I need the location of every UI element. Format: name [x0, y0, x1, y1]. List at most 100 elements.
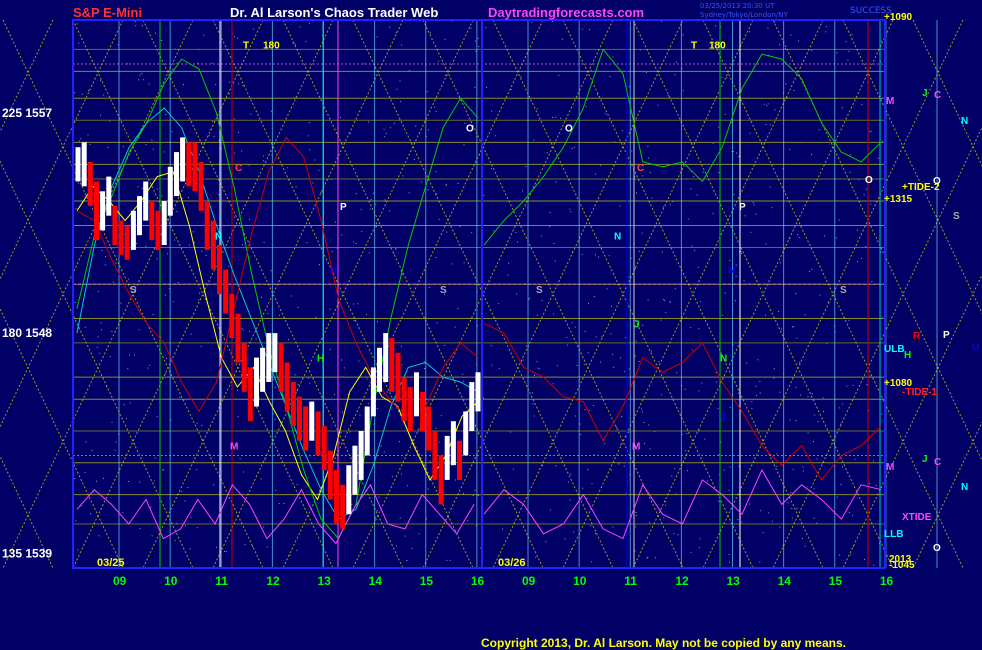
grid-dot — [361, 231, 363, 233]
grid-dot — [681, 68, 683, 70]
grid-dot — [384, 136, 386, 138]
right-label: M — [886, 462, 894, 473]
grid-dot — [610, 333, 612, 335]
grid-dot — [550, 446, 552, 447]
grid-dot — [463, 144, 465, 146]
hour-tick-label: 13 — [727, 574, 741, 588]
grid-dot — [427, 488, 429, 490]
grid-dot — [420, 181, 422, 183]
grid-dot — [297, 384, 299, 385]
grid-dot — [383, 451, 385, 453]
grid-dot — [793, 326, 795, 328]
site-link[interactable]: Daytradingforecasts.com — [488, 5, 645, 20]
grid-dot — [211, 62, 213, 64]
grid-dot — [122, 511, 124, 513]
grid-dot — [763, 103, 765, 105]
grid-dot — [349, 133, 351, 135]
grid-dot — [401, 345, 402, 347]
right-label: C — [934, 90, 941, 101]
fan-line — [282, 19, 544, 569]
grid-dot — [294, 374, 296, 376]
price-bar — [278, 342, 284, 392]
grid-dot — [729, 561, 731, 563]
grid-dot — [244, 544, 246, 546]
grid-dot — [804, 314, 806, 316]
grid-dot — [109, 120, 111, 122]
grid-dot — [189, 244, 190, 246]
grid-dot — [791, 517, 793, 519]
grid-dot — [841, 107, 843, 109]
grid-dot — [595, 254, 596, 256]
grid-dot — [428, 129, 430, 131]
grid-dot — [96, 346, 98, 348]
grid-dot — [590, 561, 592, 563]
grid-dot — [166, 358, 167, 359]
grid-dot — [406, 560, 408, 561]
grid-dot — [145, 144, 147, 146]
hour-tick-label: 12 — [675, 574, 689, 588]
grid-dot — [112, 281, 114, 283]
grid-dot — [826, 26, 828, 28]
grid-dot — [650, 350, 652, 352]
grid-dot — [483, 397, 484, 399]
grid-dot — [612, 526, 614, 528]
grid-dot — [779, 526, 781, 528]
grid-dot — [728, 554, 730, 555]
grid-dot — [423, 361, 425, 363]
grid-dot — [477, 37, 479, 39]
grid-dot — [791, 508, 793, 509]
grid-dot — [590, 525, 592, 527]
grid-dot — [440, 415, 442, 417]
price-bar — [303, 406, 309, 451]
grid-dot — [628, 368, 630, 370]
grid-dot — [663, 299, 665, 301]
price-bar — [420, 391, 426, 431]
grid-dot — [661, 394, 663, 396]
grid-dot — [462, 380, 464, 382]
grid-dot — [434, 106, 436, 108]
panel-marker: M — [230, 442, 238, 453]
grid-dot — [691, 349, 693, 351]
grid-dot — [528, 298, 530, 300]
grid-dot — [498, 368, 500, 370]
grid-dot — [139, 481, 141, 483]
grid-dot — [137, 186, 139, 188]
grid-dot — [438, 441, 440, 443]
grid-dot — [176, 522, 178, 524]
timestamp-1: 03/25/2013 20:30 UT — [700, 2, 775, 10]
grid-dot — [126, 418, 128, 420]
grid-dot — [536, 108, 538, 110]
grid-dot — [297, 306, 299, 308]
fan-line — [702, 19, 964, 569]
grid-dot — [718, 454, 720, 456]
grid-dot — [308, 377, 310, 379]
grid-dot — [567, 481, 569, 483]
fan-line — [562, 19, 824, 569]
grid-dot — [755, 213, 757, 215]
grid-dot — [190, 517, 192, 519]
grid-dot — [560, 117, 562, 119]
grid-dot — [861, 257, 863, 259]
grid-dot — [698, 328, 700, 330]
grid-dot — [817, 421, 819, 423]
grid-dot — [104, 264, 106, 266]
grid-dot — [250, 113, 252, 115]
grid-dot — [873, 460, 874, 462]
grid-dot — [84, 472, 86, 474]
grid-dot — [220, 41, 222, 43]
grid-dot — [569, 499, 571, 501]
grid-dot — [184, 500, 186, 502]
grid-dot — [393, 122, 395, 124]
grid-dot — [218, 194, 220, 195]
fan-line — [0, 19, 194, 428]
grid-dot — [663, 517, 665, 519]
grid-dot — [418, 533, 420, 535]
grid-dot — [408, 70, 410, 72]
grid-dot — [123, 404, 125, 406]
grid-dot — [661, 20, 662, 22]
price-bar — [174, 152, 179, 197]
grid-dot — [836, 496, 838, 498]
grid-dot — [647, 556, 649, 558]
price-bar — [161, 201, 167, 245]
grid-dot — [600, 361, 602, 363]
